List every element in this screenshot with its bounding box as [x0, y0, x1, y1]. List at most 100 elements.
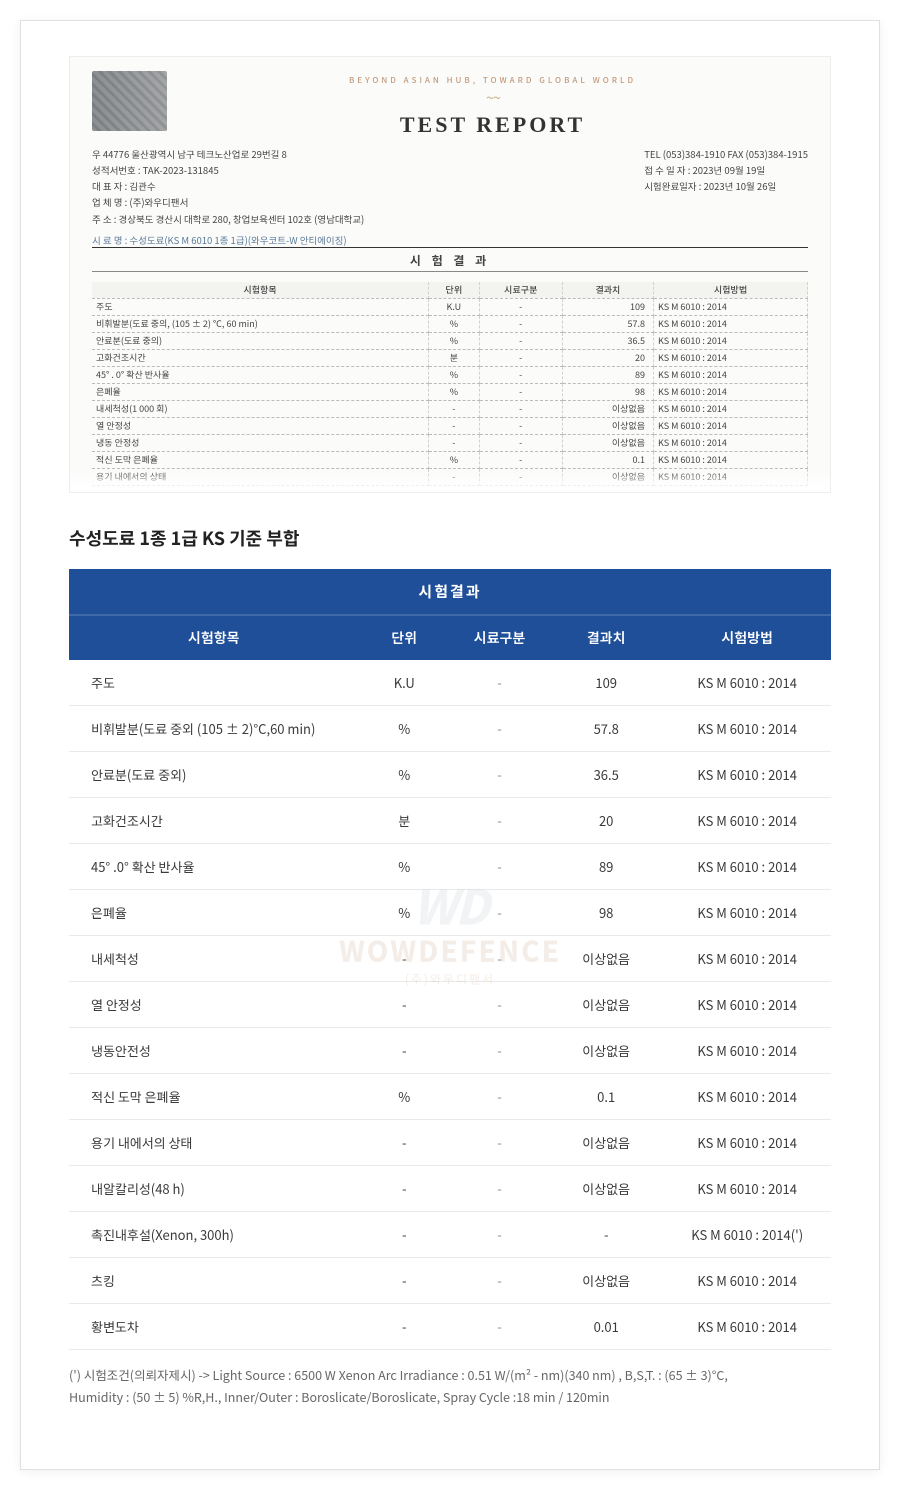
table-row: 내알칼리성(48 h)--이상없음KS M 6010 : 2014	[69, 1165, 831, 1211]
scan-cell: K.U	[429, 298, 480, 315]
table-cell-item: 츠킹	[69, 1257, 359, 1303]
scan-cell: -	[429, 434, 480, 451]
table-row: 적신 도막 은폐율%-0.1KS M 6010 : 2014	[69, 1073, 831, 1119]
scan-table-row: 비휘발분(도료 중의, (105 ± 2) ℃, 60 min)%-57.8KS…	[92, 315, 808, 332]
scan-cell: 이상없음	[562, 468, 653, 485]
scan-table-row: 냉동 안정성--이상없음KS M 6010 : 2014	[92, 434, 808, 451]
table-cell-sample: -	[450, 751, 549, 797]
table-cell-method: KS M 6010 : 2014	[663, 981, 831, 1027]
table-cell-unit: -	[359, 935, 450, 981]
scan-report-title: TEST REPORT	[92, 112, 808, 138]
table-cell-sample: -	[450, 660, 549, 706]
table-cell-method: KS M 6010 : 2014	[663, 1119, 831, 1165]
scan-cell: 적신 도막 은폐율	[92, 451, 429, 468]
table-cell-item: 고화건조시간	[69, 797, 359, 843]
table-cell-item: 45° .0° 확산 반사율	[69, 843, 359, 889]
table-row: 안료분(도료 중외)%-36.5KS M 6010 : 2014	[69, 751, 831, 797]
table-row: 고화건조시간분-20KS M 6010 : 2014	[69, 797, 831, 843]
table-cell-sample: -	[450, 1303, 549, 1349]
scan-table-row: 적신 도막 은폐율%-0.1KS M 6010 : 2014	[92, 451, 808, 468]
table-cell-item: 용기 내에서의 상태	[69, 1119, 359, 1165]
scan-meta-line: 우 44776 울산광역시 남구 테크노산업로 29번길 8	[92, 146, 364, 162]
footnote: (') 시험조건(의뢰자제시) -> Light Source : 6500 W…	[69, 1364, 831, 1409]
footnote-line2: Humidity : (50 ± 5) %R,H., Inner/Outer :…	[69, 1387, 609, 1406]
scan-cell: KS M 6010 : 2014	[654, 400, 808, 417]
scan-cell: -	[429, 400, 480, 417]
scan-cell: 57.8	[562, 315, 653, 332]
scan-cell: 용기 내에서의 상태	[92, 468, 429, 485]
table-cell-result: 이상없음	[549, 981, 663, 1027]
table-cell-item: 냉동안전성	[69, 1027, 359, 1073]
scan-meta: 우 44776 울산광역시 남구 테크노산업로 29번길 8 성적서번호 : T…	[92, 146, 808, 227]
table-cell-method: KS M 6010 : 2014	[663, 751, 831, 797]
scan-header: BEYOND ASIAN HUB, TOWARD GLOBAL WORLD ~ …	[92, 75, 808, 138]
scan-result-header: 시 험 결 과	[92, 247, 808, 272]
scan-cell: -	[479, 417, 562, 434]
scan-cell: 이상없음	[562, 400, 653, 417]
scan-cell: KS M 6010 : 2014	[654, 417, 808, 434]
table-row: 촉진내후설(Xenon, 300h)---KS M 6010 : 2014(')	[69, 1211, 831, 1257]
table-cell-method: KS M 6010 : 2014	[663, 935, 831, 981]
table-cell-result: 이상없음	[549, 935, 663, 981]
table-cell-method: KS M 6010 : 2014	[663, 843, 831, 889]
scan-table-row: 주도K.U-109KS M 6010 : 2014	[92, 298, 808, 315]
table-cell-method: KS M 6010 : 2014	[663, 1073, 831, 1119]
table-cell-result: 57.8	[549, 705, 663, 751]
scan-cell: 36.5	[562, 332, 653, 349]
scan-result-table: 시험항목 단위 시료구분 결과치 시험방법 주도K.U-109KS M 6010…	[92, 282, 808, 486]
scan-cell: 0.1	[562, 451, 653, 468]
scan-cell: -	[479, 298, 562, 315]
table-cell-sample: -	[450, 1027, 549, 1073]
table-cell-unit: %	[359, 889, 450, 935]
scan-cell: -	[479, 434, 562, 451]
table-cell-sample: -	[450, 1257, 549, 1303]
table-row: 내세척성--이상없음KS M 6010 : 2014	[69, 935, 831, 981]
table-cell-result: 0.01	[549, 1303, 663, 1349]
table-cell-method: KS M 6010 : 2014	[663, 705, 831, 751]
table-cell-sample: -	[450, 843, 549, 889]
table-cell-item: 내알칼리성(48 h)	[69, 1165, 359, 1211]
table-cell-result: 89	[549, 843, 663, 889]
table-cell-method: KS M 6010 : 2014	[663, 1303, 831, 1349]
table-cell-result: 98	[549, 889, 663, 935]
scan-col-result: 결과치	[562, 282, 653, 299]
table-cell-sample: -	[450, 981, 549, 1027]
table-cell-sample: -	[450, 889, 549, 935]
scan-cell: -	[479, 349, 562, 366]
col-item: 시험항목	[69, 615, 359, 660]
table-cell-result: 36.5	[549, 751, 663, 797]
table-cell-method: KS M 6010 : 2014	[663, 797, 831, 843]
col-sample: 시료구분	[450, 615, 549, 660]
scan-cell: 109	[562, 298, 653, 315]
scan-meta-right: TEL (053)384-1910 FAX (053)384-1915 접 수 …	[644, 146, 808, 227]
scan-table-row: 은폐율%-98KS M 6010 : 2014	[92, 383, 808, 400]
table-cell-unit: -	[359, 1257, 450, 1303]
scan-col-sample: 시료구분	[479, 282, 562, 299]
table-cell-method: KS M 6010 : 2014	[663, 660, 831, 706]
scan-cell: 분	[429, 349, 480, 366]
table-cell-item: 황변도차	[69, 1303, 359, 1349]
table-row: 은폐율%-98KS M 6010 : 2014	[69, 889, 831, 935]
table-cell-unit: -	[359, 1119, 450, 1165]
table-cell-unit: %	[359, 1073, 450, 1119]
scan-cell: -	[479, 451, 562, 468]
scan-table-row: 용기 내에서의 상태--이상없음KS M 6010 : 2014	[92, 468, 808, 485]
scan-cell: 이상없음	[562, 417, 653, 434]
table-cell-unit: %	[359, 751, 450, 797]
table-cell-item: 내세척성	[69, 935, 359, 981]
scan-col-item: 시험항목	[92, 282, 429, 299]
footnote-line1: (') 시험조건(의뢰자제시) -> Light Source : 6500 W…	[69, 1365, 728, 1384]
table-row: 45° .0° 확산 반사율%-89KS M 6010 : 2014	[69, 843, 831, 889]
table-row: 츠킹--이상없음KS M 6010 : 2014	[69, 1257, 831, 1303]
table-cell-result: 20	[549, 797, 663, 843]
scan-report: BEYOND ASIAN HUB, TOWARD GLOBAL WORLD ~ …	[69, 56, 831, 493]
scan-cell: -	[479, 383, 562, 400]
scan-cell: 은폐율	[92, 383, 429, 400]
scan-table-row: 안료분(도료 중의)%-36.5KS M 6010 : 2014	[92, 332, 808, 349]
scan-cell: %	[429, 332, 480, 349]
scan-cell: KS M 6010 : 2014	[654, 366, 808, 383]
scan-cell: 냉동 안정성	[92, 434, 429, 451]
scan-cell: 이상없음	[562, 434, 653, 451]
table-cell-result: 이상없음	[549, 1257, 663, 1303]
table-row: 용기 내에서의 상태--이상없음KS M 6010 : 2014	[69, 1119, 831, 1165]
